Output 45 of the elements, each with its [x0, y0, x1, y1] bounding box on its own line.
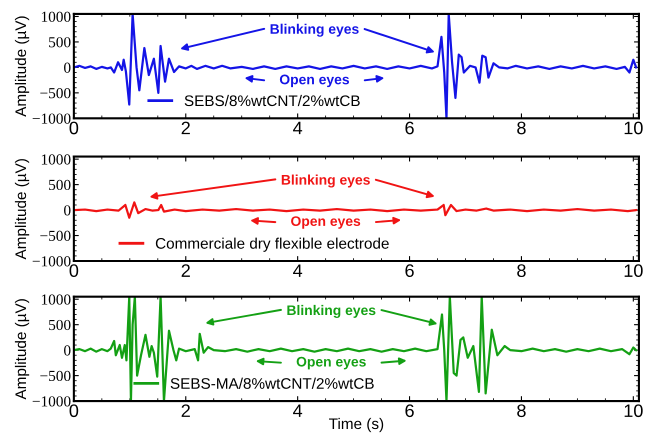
annotation: Blinking eyes	[287, 304, 376, 318]
legend-label: SEBS/8%wtCNT/2%wtCB	[184, 94, 360, 106]
line-series	[74, 14, 638, 118]
annotation: Open eyes	[291, 216, 360, 229]
y-tick-label: −1000	[32, 396, 71, 407]
x-tick-label: 8	[517, 264, 526, 278]
x-tick-label: 2	[182, 122, 190, 134]
x-tick-label: 4	[293, 122, 302, 134]
annotation: Blinking eyes	[270, 24, 359, 37]
y-tick-label: 500	[49, 37, 71, 48]
legend-label: SEBS-MA/8%wtCNT/2%wtCB	[170, 378, 374, 389]
y-tick-label: −500	[40, 370, 71, 382]
y-axis-title: Amplitude (µV)	[14, 159, 30, 260]
x-tick-label: 10	[624, 264, 643, 278]
x-tick-label: 4	[293, 404, 302, 417]
x-tick-label: 10	[624, 122, 643, 134]
y-tick-label: 1000	[42, 154, 71, 165]
x-tick-label: 6	[405, 122, 414, 134]
x-tick-label: 8	[517, 404, 526, 418]
line-series	[74, 296, 638, 402]
y-tick-label: −1000	[32, 113, 71, 124]
x-tick-label: 4	[293, 264, 302, 277]
x-axis-title: Time (s)	[329, 418, 384, 432]
y-axis-title: Amplitude (µV)	[14, 16, 30, 117]
y-tick-label: −500	[40, 88, 71, 98]
x-tick-label: 8	[517, 122, 526, 134]
annotation: Open eyes	[296, 356, 366, 370]
y-tick-label: −1000	[32, 256, 71, 266]
y-tick-label: 0	[64, 62, 71, 73]
y-tick-label: 1000	[42, 294, 71, 305]
legend-label: Commerciale dry flexible electrode	[156, 238, 389, 252]
y-tick-label: −500	[40, 230, 71, 241]
x-tick-label: 2	[182, 264, 190, 277]
x-tick-label: 6	[405, 404, 414, 418]
y-axis-title: Amplitude (µV)	[14, 299, 30, 400]
y-tick-label: 1000	[42, 12, 71, 22]
x-tick-label: 6	[405, 264, 414, 278]
x-tick-label: 2	[182, 404, 190, 417]
y-tick-label: 0	[64, 205, 71, 216]
y-tick-label: 500	[49, 180, 71, 190]
annotation: Blinking eyes	[282, 174, 370, 188]
y-tick-label: 500	[49, 320, 71, 330]
x-tick-label: 10	[624, 404, 643, 418]
annotation: Open eyes	[280, 74, 349, 88]
y-tick-label: 0	[64, 345, 71, 356]
